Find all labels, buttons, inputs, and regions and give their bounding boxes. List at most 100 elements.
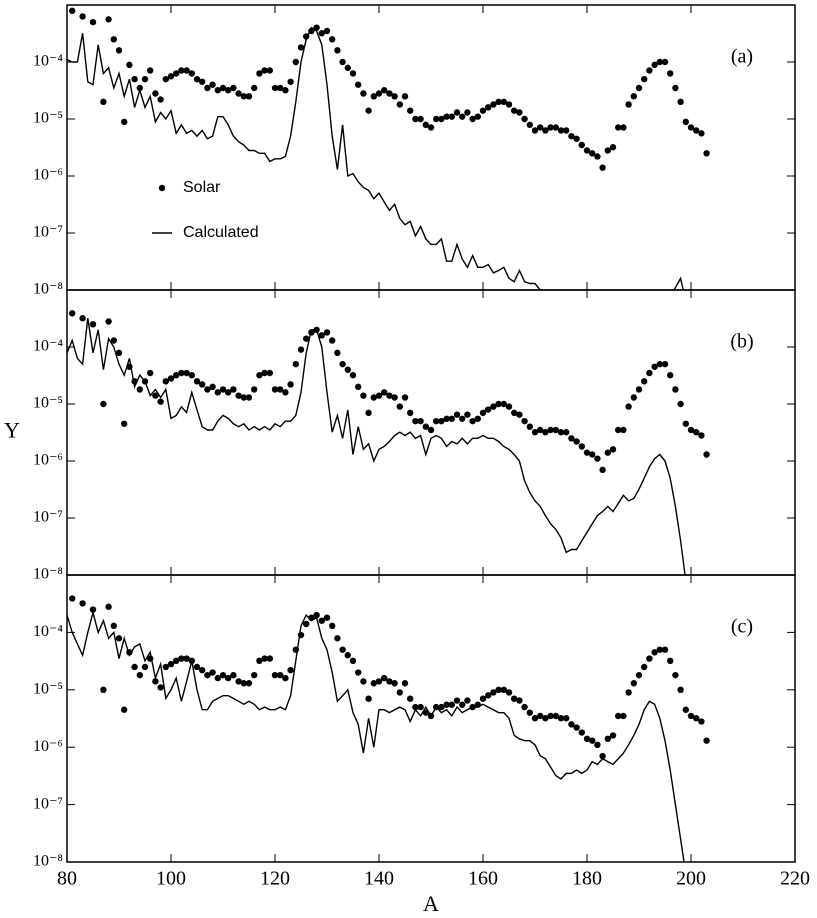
y-tick-label: 10⁻⁵ (33, 680, 63, 697)
y-tick-label: 10⁻⁵ (33, 110, 63, 127)
solar-point (271, 671, 279, 679)
solar-point (495, 686, 502, 693)
solar-point (230, 84, 237, 92)
solar-point (698, 718, 705, 725)
solar-point (693, 715, 700, 722)
solar-point (500, 686, 507, 693)
solar-point (396, 101, 403, 108)
solar-point (635, 671, 643, 679)
solar-point (557, 429, 565, 436)
solar-point (173, 372, 180, 379)
solar-point (209, 81, 216, 88)
solar-point (391, 394, 398, 401)
x-tick-label: 160 (468, 868, 498, 890)
solar-point (443, 113, 450, 120)
solar-point (365, 409, 372, 417)
solar-point (396, 689, 403, 696)
solar-point (542, 429, 549, 436)
solar-point (630, 680, 637, 687)
y-tick-label: 10⁻⁴ (33, 53, 63, 70)
solar-point (381, 674, 388, 682)
solar-point (693, 429, 700, 436)
solar-point (141, 75, 149, 83)
solar-point (625, 101, 632, 108)
plot-area (67, 310, 710, 575)
solar-point (152, 678, 159, 685)
solar-point (297, 44, 305, 51)
solar-point (100, 686, 107, 693)
panel-label: (c) (731, 616, 753, 638)
solar-point (349, 657, 357, 665)
solar-point (365, 695, 372, 702)
solar-point (417, 417, 424, 425)
plot-frame (66, 4, 796, 291)
solar-point (110, 36, 118, 43)
solar-point (131, 75, 138, 83)
solar-point (282, 87, 289, 94)
solar-point (121, 420, 128, 427)
solar-point (318, 617, 325, 624)
solar-point (589, 451, 596, 458)
solar-point (552, 712, 559, 720)
solar-point (417, 703, 424, 711)
solar-point (334, 349, 341, 357)
solar-point (277, 671, 284, 679)
solar-point (542, 127, 549, 134)
solar-point (526, 423, 533, 430)
solar-point (479, 695, 487, 702)
solar-point (214, 674, 221, 682)
solar-point (511, 409, 518, 417)
solar-point (661, 58, 669, 66)
solar-point (568, 132, 575, 140)
solar-point (256, 657, 263, 665)
solar-point (339, 646, 346, 653)
solar-point (687, 124, 695, 131)
panel-label: (a) (731, 46, 753, 68)
solar-point (110, 337, 118, 344)
y-tick-label: 10⁻⁷ (33, 224, 63, 241)
solar-point (667, 657, 674, 665)
solar-point (505, 689, 513, 696)
solar-point (375, 90, 383, 97)
solar-point (230, 671, 237, 679)
legend-label: Calculated (183, 224, 259, 241)
solar-point (604, 449, 611, 456)
solar-point (474, 415, 481, 422)
solar-point (485, 104, 492, 111)
x-axis-label: A (423, 891, 439, 916)
solar-point (209, 383, 216, 391)
solar-point (604, 147, 611, 154)
solar-point (557, 715, 565, 722)
solar-point (438, 417, 445, 425)
calculated-line (67, 610, 685, 862)
solar-point (490, 689, 497, 696)
solar-point (479, 107, 487, 114)
solar-point (152, 392, 159, 399)
solar-point (485, 406, 492, 413)
solar-point (698, 432, 705, 439)
solar-point (162, 663, 169, 671)
solar-point (173, 657, 180, 665)
solar-point (578, 729, 585, 736)
solar-point (282, 674, 289, 682)
legend-marker (158, 184, 166, 192)
solar-point (188, 372, 195, 379)
solar-point (672, 84, 679, 92)
solar-point (245, 93, 253, 100)
solar-point (479, 409, 487, 417)
solar-point (531, 127, 539, 134)
solar-point (651, 649, 658, 656)
solar-point (563, 715, 570, 722)
solar-point (635, 386, 643, 393)
solar-point (79, 315, 86, 322)
solar-point (583, 735, 591, 743)
solar-point (474, 113, 481, 120)
solar-point (360, 392, 367, 399)
solar-point (100, 98, 107, 106)
solar-point (620, 426, 627, 434)
solar-point (651, 363, 658, 370)
solar-point (355, 669, 362, 676)
solar-point (240, 680, 247, 687)
solar-point (526, 121, 533, 129)
y-tick-label: 10⁻⁸ (33, 281, 63, 298)
